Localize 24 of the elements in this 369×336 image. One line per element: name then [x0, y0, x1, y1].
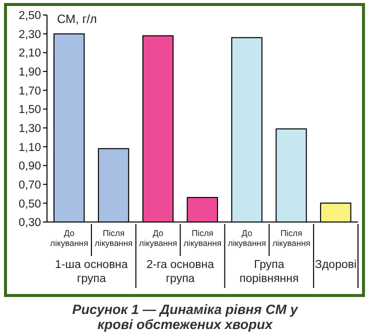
y-tick-label: 2,30 — [18, 28, 41, 41]
y-tick-label: 1,30 — [18, 122, 41, 135]
x-tick-label: Після лікування — [272, 228, 311, 248]
y-tick-label: 1,70 — [18, 85, 41, 98]
y-tick-label: 2,50 — [18, 10, 41, 22]
y-tick-label: 0,50 — [18, 198, 41, 210]
y-tick-label: 0,70 — [18, 179, 41, 192]
x-tick-label: До лікування — [139, 228, 178, 248]
text: Рисунок 1 — Динаміка рівня СМ у крові обстежених хворих — [71, 302, 300, 332]
y-tick-label: 2,10 — [18, 48, 41, 60]
y-tick-label: 1,50 — [18, 104, 41, 116]
x-tick-label: До лікування — [228, 228, 266, 248]
y-tick-label: 0,30 — [18, 217, 41, 230]
y-tick-label: 0,90 — [18, 160, 41, 173]
y-axis-title: СМ, г/л — [57, 12, 97, 26]
y-tick-label: 1,90 — [18, 66, 41, 79]
text: 2-га основна група — [146, 259, 215, 285]
x-tick-label: Після лікування — [94, 228, 134, 248]
x-tick-label: Після лікування — [183, 228, 222, 248]
text: Здорові — [315, 259, 357, 271]
text: Група порівняння — [240, 259, 299, 285]
y-tick-label: 1,10 — [18, 142, 41, 154]
x-tick-label: До лікування — [50, 228, 89, 248]
text: 1-ша основна група — [55, 259, 128, 285]
